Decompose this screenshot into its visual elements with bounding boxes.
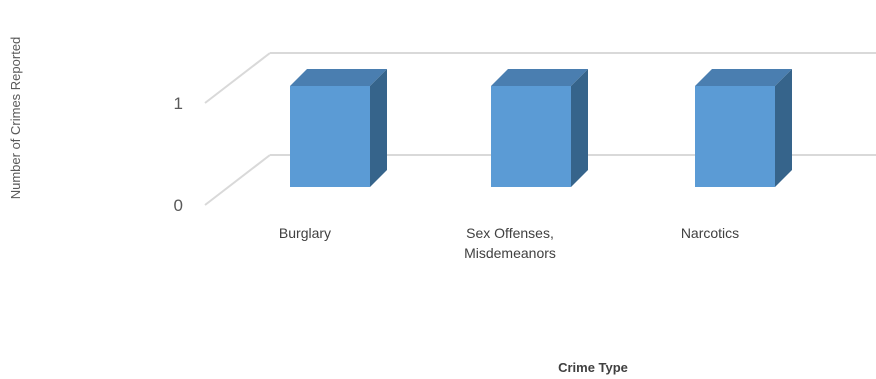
- bar-top: [491, 69, 588, 86]
- category-label: Sex Offenses, Misdemeanors: [464, 225, 556, 261]
- y-axis-title: Number of Crimes Reported: [8, 37, 23, 200]
- bar-top: [290, 69, 387, 86]
- y-tick-label: 1: [174, 94, 183, 113]
- category-label: Burglary: [279, 225, 331, 241]
- bar-side: [571, 69, 588, 187]
- y-tick-labels: 01: [174, 94, 183, 215]
- category-label: Narcotics: [681, 225, 739, 241]
- bar-top: [695, 69, 792, 86]
- gridline-depth: [204, 52, 271, 104]
- bar-front: [491, 86, 571, 187]
- bar: [695, 69, 792, 187]
- x-axis-title: Crime Type: [558, 360, 628, 375]
- bar-front: [290, 86, 370, 187]
- bar: [290, 69, 387, 187]
- bar-front: [695, 86, 775, 187]
- category-labels: Burglary Sex Offenses, Misdemeanors Narcoti…: [279, 225, 739, 261]
- bar-side: [370, 69, 387, 187]
- bar: [491, 69, 588, 187]
- gridline-depth: [204, 154, 271, 206]
- y-tick-label: 0: [174, 196, 183, 215]
- bars: [290, 69, 792, 187]
- bar-side: [775, 69, 792, 187]
